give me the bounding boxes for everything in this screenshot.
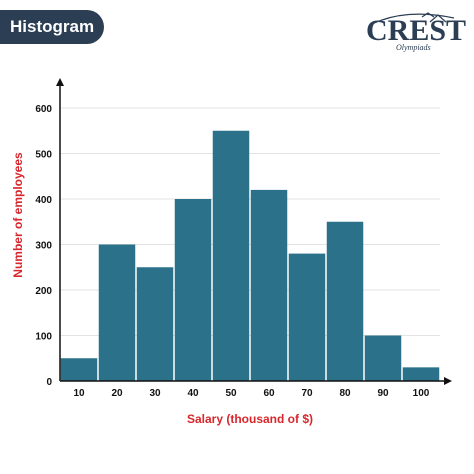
x-axis-arrow-icon xyxy=(444,377,452,385)
y-tick-label: 0 xyxy=(46,377,52,388)
histogram-bar xyxy=(288,253,326,381)
histogram-bar xyxy=(98,244,136,381)
crest-logo: CREST Olympiads xyxy=(366,12,466,56)
x-axis-label: Salary (thousand of $) xyxy=(187,412,313,426)
x-tick-label: 70 xyxy=(301,388,313,399)
y-axis-arrow-icon xyxy=(56,78,64,86)
histogram-bar xyxy=(212,130,250,381)
y-tick-label: 500 xyxy=(35,150,52,161)
logo-swoosh-icon xyxy=(371,12,455,25)
x-tick-label: 100 xyxy=(413,388,430,399)
x-tick-label: 20 xyxy=(111,388,123,399)
y-tick-label: 600 xyxy=(35,104,52,115)
title-banner: Histogram xyxy=(0,10,104,44)
histogram-bar xyxy=(250,189,288,381)
y-tick-label: 300 xyxy=(35,241,52,252)
histogram-bar xyxy=(326,221,364,381)
x-tick-label: 80 xyxy=(339,388,351,399)
x-tick-label: 90 xyxy=(377,388,389,399)
x-tick-label: 30 xyxy=(149,388,161,399)
histogram-bar xyxy=(402,367,440,381)
y-axis-label: Number of employees xyxy=(11,152,25,278)
y-tick-label: 400 xyxy=(35,195,52,206)
logo-subtitle: Olympiads xyxy=(396,43,431,52)
histogram-bar xyxy=(60,358,98,381)
x-tick-label: 40 xyxy=(187,388,199,399)
y-tick-label: 200 xyxy=(35,286,52,297)
histogram-bar xyxy=(364,335,402,381)
histogram-bar xyxy=(174,199,212,381)
x-tick-label: 50 xyxy=(225,388,237,399)
histogram-bar xyxy=(136,267,174,381)
logo-word: CREST xyxy=(366,14,467,47)
banner-title: Histogram xyxy=(10,17,95,36)
x-tick-label: 10 xyxy=(73,388,85,399)
x-tick-label: 60 xyxy=(263,388,275,399)
y-tick-label: 100 xyxy=(35,332,52,343)
